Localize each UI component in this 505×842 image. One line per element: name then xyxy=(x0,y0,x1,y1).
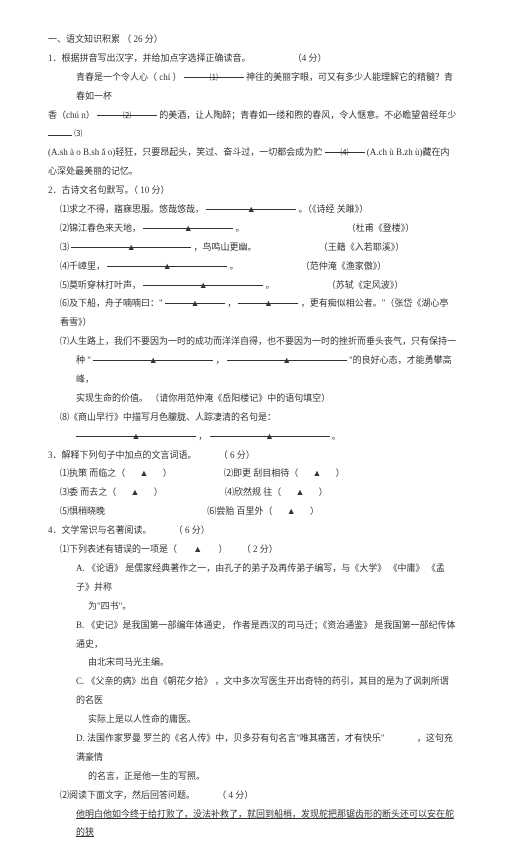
q2-i7e: 实现生命的价值。 （请你用范仲淹《岳阳楼记》中的语句填空） xyxy=(48,389,457,408)
q4-optA2: 为"四书"。 xyxy=(48,597,457,616)
section-points: （ 26 分） xyxy=(122,34,163,44)
q4-optC2: 实际上是以人性命的庸医。 xyxy=(48,710,457,729)
q2-b7a: ▲ xyxy=(93,351,213,361)
q1-line4: 心深处最美丽的记忆。 xyxy=(48,162,457,181)
q2-b2: ▲ xyxy=(143,219,233,229)
q2-stem: 2．古诗文名句默写。（ 10 分） xyxy=(48,181,457,200)
q4-optA: A. 《论语》 是儒家经典著作之一，由孔子的弟子及再传弟子编写，与《大学》 《中… xyxy=(48,559,457,597)
blank-3-pre xyxy=(48,126,72,136)
q3-row1: ⑴执策 而临之（ ▲ ） ⑵即更 刮目相待（ ▲ ） xyxy=(48,464,457,483)
q4-optB2: 由北宋司马光主编。 xyxy=(48,653,457,672)
q1-line3: (A.sh à o B.sh ǎ o)轻狂，只要昂起头，笑过、奋斗过，一切都会成… xyxy=(48,143,457,162)
q4-stem: 4．文学常识与名著阅读。 （ 6 分） xyxy=(48,521,457,540)
q2-b4: ▲ xyxy=(107,257,227,267)
q2-b8a: ▲ xyxy=(76,427,196,437)
q2-b6a: ▲ xyxy=(165,294,225,304)
q3-row2: ⑶委 而去之（ ▲ ） ⑷欣然规 往（ ▲ ） xyxy=(48,483,457,502)
q2-b8b: ▲ xyxy=(210,427,330,437)
q1-stem: 1．根据拼音写出汉字，并给加点字选择正确读音。 （4 分） xyxy=(48,49,457,68)
section-header: 一、语文知识积累 （ 26 分） xyxy=(48,30,457,49)
q2-b5: ▲ xyxy=(143,276,263,286)
q2-i8b: ▲ ， ▲ 。 xyxy=(48,427,457,446)
q2-i6: ⑹及下船，舟子喃喃曰：" ▲ ， ▲ ，更有痴似相公者。"（张岱《湖心亭看雪》） xyxy=(48,294,457,332)
q3-stem: 3．解释下列句子中加点的文言词语。 （ 6 分） xyxy=(48,446,457,465)
q3-row3: ⑸惧稍晓晚 ⑹尝贻 百里外（ ▲ ） xyxy=(48,502,457,521)
q4-optB: B. 《史记》是我国第一部编年体通史， 作者是西汉的司马迁；《资治通鉴》 是我国… xyxy=(48,616,457,654)
q1-line2: 香（chú n） ⑵ 的美酒，让人陶醉；青春如一缕和煦的春风，令人惬意。不必瞻望… xyxy=(48,106,457,144)
section-title: 一、语文知识积累 xyxy=(48,34,120,44)
q2-i2: ⑵锦江春色来天地， ▲ 。 （杜甫《登楼》） xyxy=(48,219,457,238)
q4-excerpt: 他明白他如今终于给打败了，没法补救了，就回到船梢，发现舵把那锯齿形的断头还可以安… xyxy=(48,805,457,842)
q2-i1: ⑴求之不得，寤寐思服。悠哉悠哉， ▲ 。（《诗经 关雎》） xyxy=(48,200,457,219)
q2-i7b: 种 " ▲ ， ▲ "的良好心态，才能勇攀高峰， xyxy=(48,351,457,389)
q2-b3: ▲ xyxy=(71,238,191,248)
q4-sub2: ⑵阅读下面文字，然后回答问题。 （ 4 分） xyxy=(48,786,457,805)
q4-optD: D. 法国作家罗曼 罗兰的《名人传》中，贝多芬有句名言"唯其痛苦，才有快乐" ，… xyxy=(48,729,457,767)
q2-i3: ⑶ ▲ ，鸟鸣山更幽。 （王籍《入若耶溪》） xyxy=(48,238,457,257)
q2-i5: ⑸莫听穿林打叶声， ▲ 。 （苏轼《定风波》） xyxy=(48,276,457,295)
q2-b6b: ▲ xyxy=(238,294,298,304)
blank-2: ⑵ xyxy=(97,106,157,116)
q4-optD3: 的名言，正是他一生的写照。 xyxy=(48,767,457,786)
q2-b7b: ▲ xyxy=(227,351,347,361)
q2-b1: ▲ xyxy=(206,200,296,210)
q2-i7a: ⑺人生路上，我们不要因为一时的成功而洋洋自得，也不要因为一时的挫折而垂头丧气，只… xyxy=(48,332,457,351)
blank-4: ⑷ xyxy=(325,143,365,153)
q2-i4: ⑷千嶂里， ▲ 。 （范仲淹《渔家傲》） xyxy=(48,257,457,276)
q2-i8a: ⑻《商山早行》中描写月色朦胧、人踪凄清的名句是： xyxy=(48,408,457,427)
q4-optC: C. 《父亲的病》出自《朝花夕拾》 ，文中多次写医生开出奇特的药引，其目的是为了… xyxy=(48,672,457,710)
q1-line1: 青春是一个令人心（ chí ） ⑴ 神往的美丽字眼，可又有多少人能理解它的精髓？… xyxy=(48,68,457,106)
blank-1: ⑴ xyxy=(184,68,244,78)
q4-sub1: ⑴下列表述有错误的一项是（ ▲ ） （ 2 分） xyxy=(48,540,457,559)
